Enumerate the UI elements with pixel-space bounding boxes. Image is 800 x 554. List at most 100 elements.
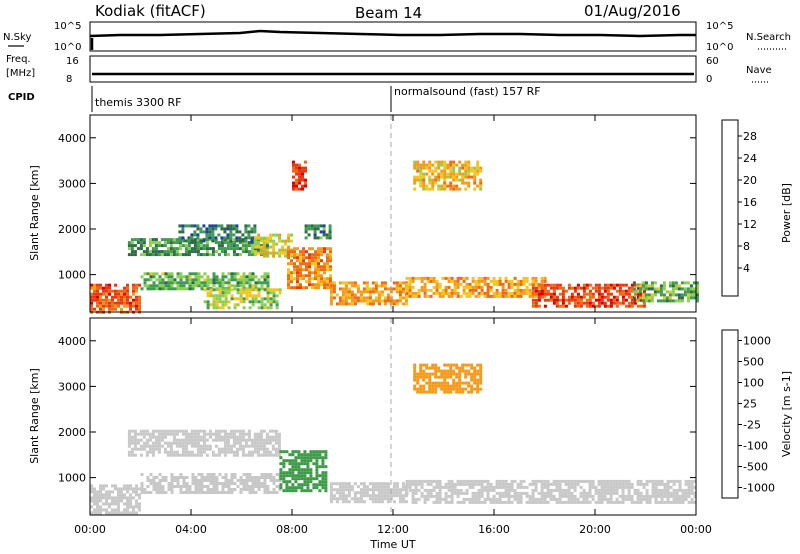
power-cell: [476, 169, 480, 173]
power-cell: [347, 293, 351, 297]
velocity-cell: [105, 493, 108, 497]
velocity-cell: [166, 429, 170, 433]
velocity-cell: [230, 479, 234, 482]
power-cell: [474, 288, 478, 292]
velocity-cell: [411, 488, 415, 492]
velocity-cell: [99, 508, 102, 512]
velocity-cell: [492, 497, 496, 501]
power-cell: [546, 283, 550, 287]
power-cell: [461, 178, 465, 182]
velocity-cell: [447, 494, 451, 498]
velocity-cell: [468, 482, 472, 486]
velocity-cell: [129, 505, 132, 509]
power-cell: [462, 291, 466, 295]
power-cell: [455, 172, 459, 176]
velocity-cell: [672, 491, 676, 495]
velocity-cell: [386, 485, 390, 489]
power-cell: [263, 303, 267, 307]
velocity-cell: [321, 456, 325, 460]
velocity-cell: [142, 435, 146, 439]
velocity-cell: [251, 476, 255, 479]
power-cell: [205, 236, 209, 240]
power-cell: [597, 286, 601, 290]
x-tick-label: 12:00: [377, 523, 409, 536]
power-cell: [241, 244, 245, 248]
power-cell: [635, 299, 639, 303]
velocity-cell: [651, 494, 655, 498]
power-cell: [242, 306, 246, 310]
power-cell: [254, 236, 258, 240]
velocity-cell: [456, 482, 460, 486]
power-cell: [456, 291, 460, 295]
power-cell: [208, 253, 212, 257]
velocity-cell: [297, 471, 301, 475]
power-cell: [323, 283, 326, 287]
velocity-cell: [350, 497, 354, 501]
power-cell: [555, 286, 559, 290]
power-cell: [184, 247, 188, 251]
power-cell: [383, 302, 387, 306]
velocity-cell: [294, 462, 298, 466]
power-cell: [155, 284, 159, 288]
velocity-cell: [309, 471, 313, 475]
power-cell: [516, 294, 520, 298]
power-cell: [326, 256, 329, 260]
velocity-cell: [306, 465, 310, 469]
velocity-cell: [297, 453, 301, 457]
velocity-cell: [422, 372, 426, 376]
power-cell: [543, 289, 547, 293]
power-cell: [302, 250, 305, 254]
power-cell: [326, 268, 329, 272]
power-cell: [133, 250, 137, 254]
velocity-cell: [621, 494, 625, 498]
power-cell: [215, 288, 219, 292]
power-cell: [416, 169, 420, 173]
velocity-cell: [226, 441, 230, 445]
velocity-cell: [306, 462, 310, 466]
velocity-cell: [461, 381, 465, 385]
velocity-cell: [230, 476, 234, 479]
velocity-cell: [184, 429, 188, 433]
power-cell: [644, 296, 648, 300]
velocity-cell: [450, 482, 454, 486]
power-cell: [220, 244, 224, 248]
power-cell: [202, 239, 206, 243]
velocity-cell: [274, 432, 278, 436]
velocity-cell: [453, 491, 457, 495]
velocity-cell: [420, 491, 424, 495]
velocity-cell: [600, 488, 604, 492]
velocity-cell: [167, 482, 171, 485]
velocity-cell: [501, 494, 505, 498]
power-cell: [317, 250, 320, 254]
power-cell: [606, 295, 610, 299]
power-cell: [138, 304, 141, 308]
power-cell: [573, 304, 577, 308]
velocity-cell: [621, 482, 625, 486]
power-cell: [238, 247, 242, 251]
power-cell: [196, 224, 200, 228]
power-cell: [467, 169, 471, 173]
power-cell: [464, 175, 468, 179]
velocity-cell: [456, 500, 460, 504]
power-cell: [328, 227, 332, 231]
velocity-cell: [465, 479, 469, 483]
power-cell: [233, 278, 237, 282]
velocity-cell: [627, 482, 631, 486]
power-cell: [205, 230, 209, 234]
power-cell: [353, 299, 357, 303]
power-cell: [423, 282, 427, 286]
power-cell: [383, 296, 387, 300]
velocity-cell: [154, 444, 158, 448]
velocity-cell: [374, 488, 378, 492]
velocity-cell: [657, 491, 661, 495]
power-cell: [206, 303, 210, 307]
power-cell: [132, 292, 135, 296]
velocity-cell: [274, 438, 278, 442]
velocity-cell: [294, 480, 298, 484]
power-cell: [564, 298, 568, 302]
power-cell: [683, 293, 687, 297]
power-cell: [269, 306, 273, 310]
power-cell: [93, 307, 96, 311]
power-cell: [308, 262, 311, 266]
velocity-cell: [248, 476, 252, 479]
